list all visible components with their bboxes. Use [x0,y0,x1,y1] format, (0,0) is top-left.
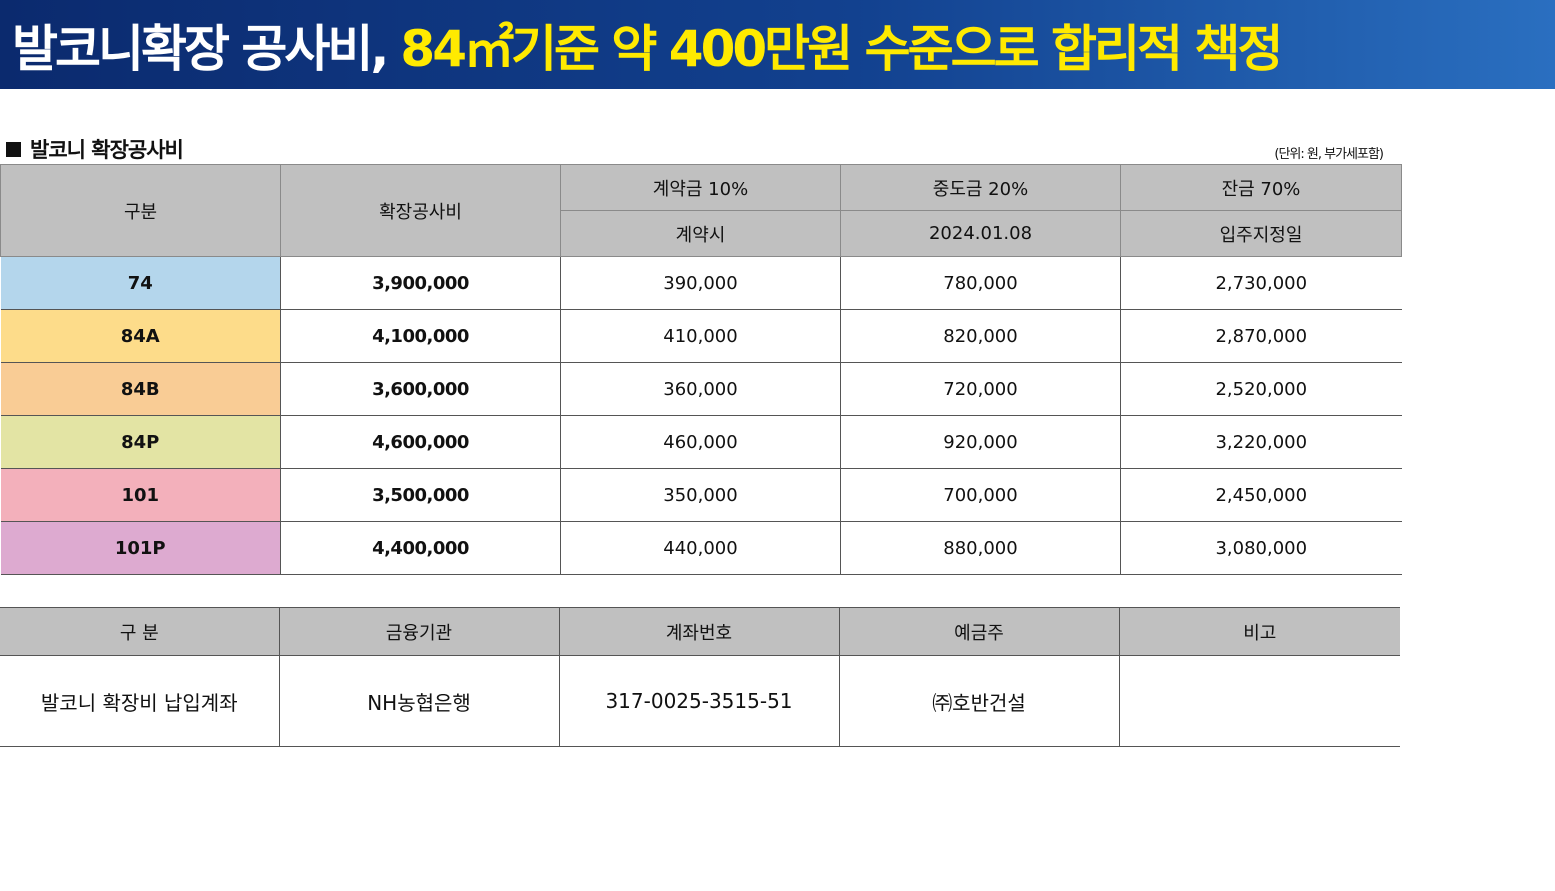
banner-title-yellow: 84㎡기준 약 400만원 수준으로 합리적 책정 [400,19,1283,78]
cell-contract: 440,000 [560,521,841,575]
cell-interim: 820,000 [840,309,1121,363]
table-row: 101P 4,400,000 440,000 880,000 3,080,000 [0,521,1402,575]
acct-header-account-no: 계좌번호 [558,607,839,656]
acct-bank: NH농협은행 [278,655,559,747]
cell-balance: 3,220,000 [1120,415,1402,469]
cell-contract: 390,000 [560,256,841,310]
acct-holder: ㈜호반건설 [838,655,1119,747]
acct-note [1118,655,1400,747]
title-banner: 발코니확장 공사비, 84㎡기준 약 400만원 수준으로 합리적 책정 [0,0,1555,89]
cell-interim: 880,000 [840,521,1121,575]
cell-cost: 4,600,000 [280,415,561,469]
cell-type: 84P [0,415,281,469]
header-interim: 중도금 20% [840,164,1121,211]
table-body: 74 3,900,000 390,000 780,000 2,730,000 84A 4,1… [0,256,1402,575]
account-table: 구 분 금융기관 계좌번호 예금주 비고 발코니 확장비 납입계좌 NH농협은행… [0,607,1400,747]
acct-header-note: 비고 [1118,607,1400,656]
cell-balance: 2,870,000 [1120,309,1402,363]
table-row: 84A 4,100,000 410,000 820,000 2,870,000 [0,309,1402,363]
cell-balance: 2,730,000 [1120,256,1402,310]
cell-type: 84B [0,362,281,416]
header-balance-sub: 입주지정일 [1120,210,1402,257]
table-row: 84P 4,600,000 460,000 920,000 3,220,000 [0,415,1402,469]
section-title-text: 발코니 확장공사비 [30,138,184,162]
cell-balance: 2,520,000 [1120,362,1402,416]
header-contract: 계약금 10% [560,164,841,211]
cell-balance: 2,450,000 [1120,468,1402,522]
cell-cost: 3,900,000 [280,256,561,310]
cell-interim: 920,000 [840,415,1121,469]
table-row: 84B 3,600,000 360,000 720,000 2,520,000 [0,362,1402,416]
banner-title-white: 발코니확장 공사비, [12,19,389,78]
header-category: 구분 [0,164,281,257]
acct-header-holder: 예금주 [838,607,1119,656]
acct-header-category: 구 분 [0,607,279,656]
cell-cost: 4,400,000 [280,521,561,575]
header-interim-sub: 2024.01.08 [840,210,1121,257]
cell-contract: 410,000 [560,309,841,363]
header-contract-sub: 계약시 [560,210,841,257]
cell-cost: 3,600,000 [280,362,561,416]
cell-contract: 360,000 [560,362,841,416]
cell-contract: 350,000 [560,468,841,522]
cell-interim: 700,000 [840,468,1121,522]
cell-cost: 3,500,000 [280,468,561,522]
square-bullet-icon [6,141,21,157]
table-row: 101 3,500,000 350,000 700,000 2,450,000 [0,468,1402,522]
cell-balance: 3,080,000 [1120,521,1402,575]
cell-type: 84A [0,309,281,363]
cell-contract: 460,000 [560,415,841,469]
header-cost: 확장공사비 [280,164,561,257]
acct-header-bank: 금융기관 [278,607,559,656]
cell-type: 101P [0,521,281,575]
cell-type: 101 [0,468,281,522]
table-row: 74 3,900,000 390,000 780,000 2,730,000 [0,256,1402,310]
cell-cost: 4,100,000 [280,309,561,363]
cell-interim: 720,000 [840,362,1121,416]
cell-interim: 780,000 [840,256,1121,310]
unit-note: (단위: 원, 부가세포함) [1274,147,1384,162]
header-balance: 잔금 70% [1120,164,1402,211]
acct-account-no: 317-0025-3515-51 [558,655,839,747]
section-title: 발코니 확장공사비 [6,134,184,164]
acct-category: 발코니 확장비 납입계좌 [0,655,279,747]
cell-type: 74 [0,256,281,310]
expansion-cost-table: 구분 확장공사비 계약금 10% 중도금 20% 잔금 70% 계약시 2024… [0,164,1402,575]
